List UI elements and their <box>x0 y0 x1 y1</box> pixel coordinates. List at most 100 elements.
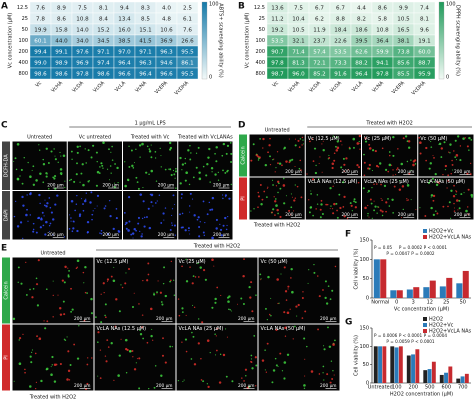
cell-dot <box>181 163 185 166</box>
cell-dot <box>242 302 245 305</box>
cell-dot <box>207 385 210 389</box>
cell-dot <box>110 342 113 345</box>
cell-dot <box>230 183 232 186</box>
cell-dot <box>353 200 355 203</box>
cell-dot <box>321 171 323 173</box>
cell-dot <box>427 181 431 185</box>
cell-dot <box>281 164 283 167</box>
cell-dot <box>228 197 231 200</box>
cell-dot <box>92 144 95 147</box>
cell-dot <box>43 204 46 207</box>
cell-dot <box>81 163 84 166</box>
cell-dot <box>59 168 63 171</box>
cell-dot <box>302 139 304 141</box>
cell-dot <box>304 310 307 313</box>
cell-dot <box>434 210 437 212</box>
cell-dot <box>25 213 28 217</box>
cell-dot <box>44 233 47 236</box>
cell-dot <box>198 318 200 320</box>
cell-dot <box>133 368 137 371</box>
cell-dot <box>56 194 59 197</box>
cell-dot <box>419 207 421 209</box>
cell-label: 88.7 <box>418 61 431 67</box>
cell-dot <box>104 205 107 207</box>
cell-dot <box>425 146 428 150</box>
scale-bar-label: 200 μm <box>158 232 175 238</box>
cell-dot <box>17 266 20 269</box>
legend-label: H2O2 <box>429 317 443 323</box>
cell-dot <box>82 209 85 212</box>
cell-dot <box>179 156 182 160</box>
cell-dot <box>266 342 269 345</box>
cell-dot <box>323 348 326 351</box>
cell-dot <box>219 223 221 226</box>
cell-dot <box>124 184 127 188</box>
cell-dot <box>169 345 172 348</box>
bar <box>413 287 420 298</box>
cell-dot <box>150 144 152 146</box>
cell-dot <box>42 163 46 166</box>
cell-dot <box>391 198 394 201</box>
cell-dot <box>278 162 282 165</box>
cell-dot <box>381 214 384 217</box>
x-tick-label: 50 <box>460 300 466 306</box>
cell-dot <box>325 203 328 206</box>
cell-dot <box>63 313 66 316</box>
cell-dot <box>206 163 209 166</box>
cell-dot <box>285 299 288 301</box>
cell-dot <box>297 303 300 307</box>
cell-label: 73.3 <box>334 61 347 67</box>
cell-dot <box>180 226 183 229</box>
scale-bar-label: 200 μm <box>238 383 255 389</box>
cell-dot <box>29 214 32 216</box>
cell-label: 85.5 <box>397 72 410 78</box>
cell-dot <box>106 339 109 342</box>
cell-dot <box>197 262 199 265</box>
cell-dot <box>458 207 461 210</box>
cell-dot <box>197 216 200 219</box>
cell-dot <box>37 216 41 220</box>
x-tick-label: 500 <box>425 385 435 391</box>
cell-dot <box>76 151 79 154</box>
cell-dot <box>76 266 79 268</box>
cell-dot <box>16 178 20 181</box>
annotation: P = 0.0059 <box>386 339 410 344</box>
cell-dot <box>171 214 173 217</box>
cell-dot <box>453 202 455 205</box>
cell-dot <box>80 172 83 175</box>
cell-dot <box>27 220 29 222</box>
cell-dot <box>253 335 256 337</box>
row-label-bg <box>239 134 247 177</box>
cell-dot <box>188 259 190 261</box>
cell-dot <box>287 285 290 288</box>
cell-dot <box>310 192 312 195</box>
cell-dot <box>110 151 112 153</box>
cell-dot <box>139 230 141 233</box>
cell-dot <box>112 227 115 230</box>
cell-dot <box>448 151 450 153</box>
cell-dot <box>124 161 126 163</box>
cell-dot <box>57 294 59 296</box>
cell-dot <box>87 357 89 359</box>
cell-dot <box>264 349 266 351</box>
cell-dot <box>222 353 226 357</box>
cell-dot <box>109 214 112 218</box>
cell-dot <box>269 137 271 140</box>
cell-dot <box>148 150 152 153</box>
bar <box>456 378 461 383</box>
cell-dot <box>78 213 82 216</box>
cell-dot <box>42 158 44 161</box>
cell-dot <box>177 298 180 300</box>
cell-dot <box>209 352 211 354</box>
cell-dot <box>312 214 314 217</box>
cell-dot <box>402 208 405 211</box>
cell-dot <box>265 196 268 198</box>
x-tick-label: VcEPA <box>154 80 170 96</box>
cell-dot <box>47 162 50 164</box>
cell-dot <box>104 316 107 319</box>
cell-label: 91.6 <box>334 72 347 78</box>
cell-dot <box>29 288 31 291</box>
cell-dot <box>269 163 272 166</box>
cell-dot <box>289 159 292 162</box>
cell-dot <box>430 140 432 143</box>
